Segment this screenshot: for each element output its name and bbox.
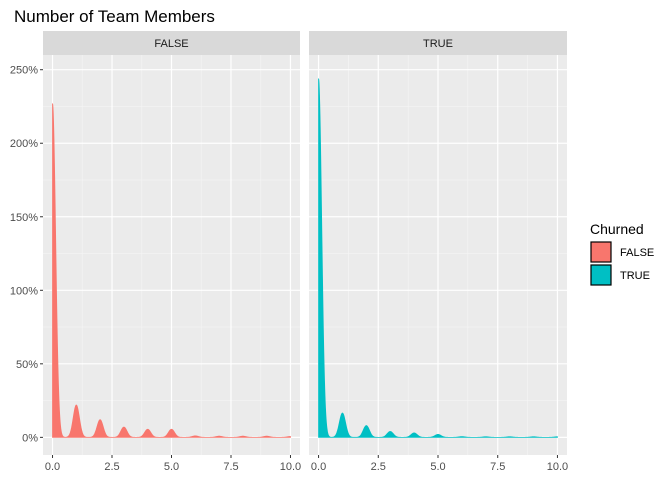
legend-label-true: TRUE xyxy=(620,270,650,282)
y-tick-label: 50% xyxy=(16,359,38,371)
density-area-false xyxy=(52,103,291,438)
x-tick-label: 10.0 xyxy=(280,461,301,473)
x-tick-label: 5.0 xyxy=(430,461,445,473)
x-tick-label: 2.5 xyxy=(371,461,386,473)
x-tick-label: 0.0 xyxy=(45,461,60,473)
y-tick-label: 0% xyxy=(22,432,38,444)
facet-panels: FALSE 0.0 2.5 5.0 7.5 10.0 TRUE 0.0 2.5 5.0 7.5 10.… xyxy=(43,31,568,473)
facet-panel-true: TRUE 0.0 2.5 5.0 7.5 10.0 xyxy=(309,31,568,473)
y-tick-label: 250% xyxy=(10,65,38,77)
facet-strip-label: FALSE xyxy=(154,38,188,50)
y-tick-label: 200% xyxy=(10,138,38,150)
facet-strip xyxy=(309,31,567,55)
x-tick-label: 10.0 xyxy=(547,461,568,473)
facet-strip xyxy=(43,31,300,55)
x-tick-label: 2.5 xyxy=(104,461,119,473)
density-area-true xyxy=(318,78,558,438)
x-tick-label: 5.0 xyxy=(164,461,179,473)
legend-key-true xyxy=(590,264,612,286)
legend-label-false: FALSE xyxy=(620,247,654,259)
legend: Churned FALSE TRUE xyxy=(590,221,654,286)
legend-title: Churned xyxy=(590,221,644,237)
y-tick-label: 100% xyxy=(10,285,38,297)
x-tick-label: 7.5 xyxy=(223,461,238,473)
x-tick-label: 0.0 xyxy=(311,461,326,473)
legend-key-false xyxy=(590,241,612,263)
facet-panel-false: FALSE 0.0 2.5 5.0 7.5 10.0 xyxy=(43,31,301,473)
chart-title: Number of Team Members xyxy=(14,7,215,26)
y-axis: 0% 50% 100% 150% 200% 250% xyxy=(10,65,43,444)
x-tick-label: 7.5 xyxy=(490,461,505,473)
y-tick-label: 150% xyxy=(10,212,38,224)
facet-strip-label: TRUE xyxy=(423,38,453,50)
